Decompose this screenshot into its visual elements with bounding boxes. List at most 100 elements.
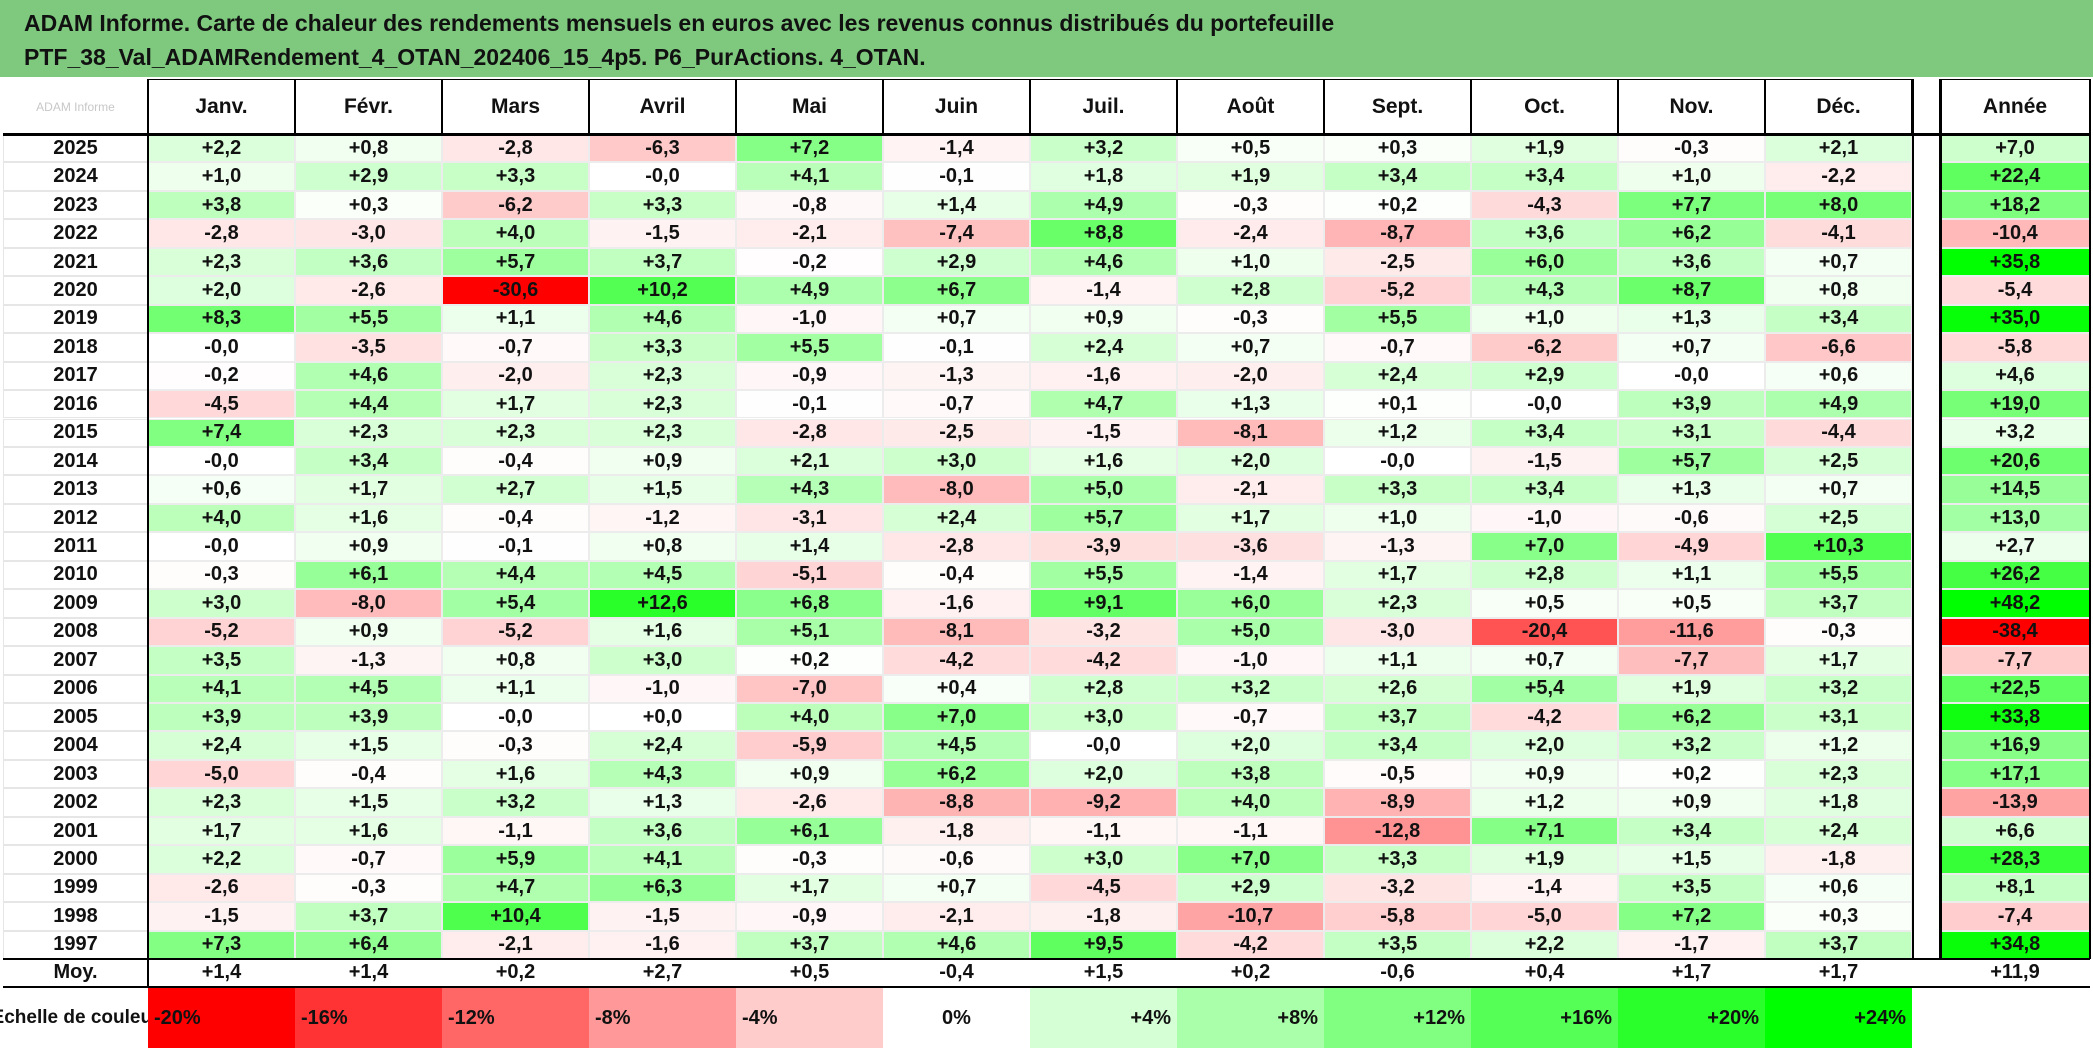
- heatmap-cell: +5,7: [1618, 446, 1765, 476]
- year-total-cell: -13,9: [1940, 788, 2090, 817]
- year-total-cell: +28,3: [1940, 845, 2090, 874]
- heatmap-cell: +10,3: [1765, 532, 1912, 561]
- heatmap-cell: -3,5: [295, 333, 442, 362]
- row-year-label: 2020: [3, 276, 148, 305]
- heatmap-cell: +0,9: [736, 759, 883, 789]
- heatmap-cell: +6,2: [1618, 219, 1765, 248]
- heatmap-cell: +4,4: [295, 390, 442, 419]
- year-total-cell: +26,2: [1940, 560, 2090, 590]
- heatmap-cell: +1,0: [1177, 247, 1324, 277]
- heatmap-cell: +2,3: [1765, 759, 1912, 789]
- heatmap-cell: -0,4: [442, 446, 589, 476]
- heatmap-cell: +3,7: [736, 930, 883, 960]
- heatmap-cell: +2,4: [1030, 333, 1177, 362]
- heatmap-cell: +3,7: [295, 902, 442, 931]
- heatmap-cell: -1,2: [589, 503, 736, 533]
- heatmap-cell: +0,0: [589, 703, 736, 732]
- heatmap-cell: +0,7: [1177, 333, 1324, 362]
- heatmap-cell: +6,3: [589, 873, 736, 903]
- heatmap-cell: +3,9: [295, 703, 442, 732]
- heatmap-cell: +5,5: [295, 304, 442, 334]
- heatmap-cell: +0,3: [1765, 902, 1912, 931]
- heatmap-cell: +8,8: [1030, 219, 1177, 248]
- heatmap-cell: -0,9: [736, 902, 883, 931]
- heatmap-cell: +1,9: [1618, 674, 1765, 703]
- heatmap-cell: -0,7: [1324, 333, 1471, 362]
- heatmap-cell: +4,4: [442, 560, 589, 590]
- heatmap-cell: +1,6: [442, 759, 589, 789]
- heatmap-cell: -6,2: [1471, 333, 1618, 362]
- heatmap-cell: +3,4: [1471, 418, 1618, 447]
- year-total-cell: +19,0: [1940, 390, 2090, 419]
- heatmap-cell: +6,4: [295, 930, 442, 960]
- heatmap-cell: +2,0: [1471, 731, 1618, 760]
- heatmap-cell: -0,3: [1765, 617, 1912, 647]
- month-header-3: Avril: [589, 79, 736, 134]
- heatmap-cell: +0,5: [1177, 134, 1324, 163]
- heatmap-cell: -0,0: [1618, 361, 1765, 391]
- heatmap-cell: +1,1: [442, 304, 589, 334]
- heatmap-cell: +1,2: [1471, 788, 1618, 817]
- heatmap-cell: -0,7: [883, 390, 1030, 419]
- heatmap-cell: +2,9: [1177, 873, 1324, 903]
- heatmap-cell: +1,6: [589, 617, 736, 647]
- year-total-cell: +18,2: [1940, 190, 2090, 220]
- heatmap-cell: -0,4: [295, 759, 442, 789]
- heatmap-cell: +3,2: [1765, 674, 1912, 703]
- heatmap-cell: +2,2: [1471, 930, 1618, 960]
- color-scale-step: -12%: [442, 988, 589, 1048]
- color-scale-step: +12%: [1324, 988, 1471, 1048]
- heatmap-cell: -1,7: [1618, 930, 1765, 960]
- row-year-label: 2000: [3, 845, 148, 874]
- heatmap-cell: +4,0: [148, 503, 295, 533]
- heatmap-cell: -8,0: [883, 475, 1030, 504]
- heatmap-cell: +0,7: [1618, 333, 1765, 362]
- heatmap-cell: -0,0: [589, 162, 736, 191]
- heatmap-cell: +6,1: [736, 816, 883, 846]
- year-total-cell: +2,7: [1940, 532, 2090, 561]
- heatmap-cell: +4,9: [736, 276, 883, 305]
- heatmap-cell: -9,2: [1030, 788, 1177, 817]
- average-cell: +0,5: [789, 961, 830, 984]
- heatmap-cell: +3,5: [1618, 873, 1765, 903]
- heatmap-cell: +3,7: [1324, 703, 1471, 732]
- heatmap-cell: -1,0: [589, 674, 736, 703]
- heatmap-cell: -0,6: [1618, 503, 1765, 533]
- row-year-label: 2004: [3, 731, 148, 760]
- heatmap-cell: +5,4: [1471, 674, 1618, 703]
- heatmap-cell: -1,3: [1324, 532, 1471, 561]
- heatmap-cell: +0,4: [883, 674, 1030, 703]
- heatmap-cell: +5,4: [442, 589, 589, 618]
- heatmap-cell: -7,0: [736, 674, 883, 703]
- heatmap-cell: +2,3: [589, 390, 736, 419]
- row-year-label: 2010: [3, 560, 148, 590]
- heatmap-cell: +0,8: [442, 646, 589, 675]
- heatmap-cell: +0,9: [1471, 759, 1618, 789]
- heatmap-cell: +1,3: [589, 788, 736, 817]
- heatmap-cell: +7,0: [1177, 845, 1324, 874]
- color-scale-step: +8%: [1177, 988, 1324, 1048]
- color-scale-step: +16%: [1471, 988, 1618, 1048]
- heatmap-cell: -0,0: [1471, 390, 1618, 419]
- heatmap-cell: +4,5: [589, 560, 736, 590]
- heatmap-cell: -1,3: [883, 361, 1030, 391]
- heatmap-cell: -2,1: [736, 219, 883, 248]
- heatmap-cell: +2,3: [148, 788, 295, 817]
- heatmap-cell: -0,3: [1177, 304, 1324, 334]
- heatmap-cell: +2,5: [1765, 446, 1912, 476]
- row-year-label: 2001: [3, 816, 148, 846]
- grid-line: [2089, 79, 2091, 960]
- heatmap-cell: +6,7: [883, 276, 1030, 305]
- heatmap-cell: -5,1: [736, 560, 883, 590]
- row-year-label: 2015: [3, 418, 148, 447]
- heatmap-cell: -0,1: [442, 532, 589, 561]
- heatmap-cell: -2,0: [442, 361, 589, 391]
- heatmap-cell: +4,6: [295, 361, 442, 391]
- heatmap-cell: -11,6: [1618, 617, 1765, 647]
- heatmap-cell: +3,6: [589, 816, 736, 846]
- heatmap-cell: +3,9: [1618, 390, 1765, 419]
- chart-title-line-1: ADAM Informe. Carte de chaleur des rende…: [24, 10, 1335, 36]
- heatmap-cell: +1,4: [883, 190, 1030, 220]
- heatmap-cell: -0,3: [148, 560, 295, 590]
- average-cell: +0,2: [1230, 961, 1271, 984]
